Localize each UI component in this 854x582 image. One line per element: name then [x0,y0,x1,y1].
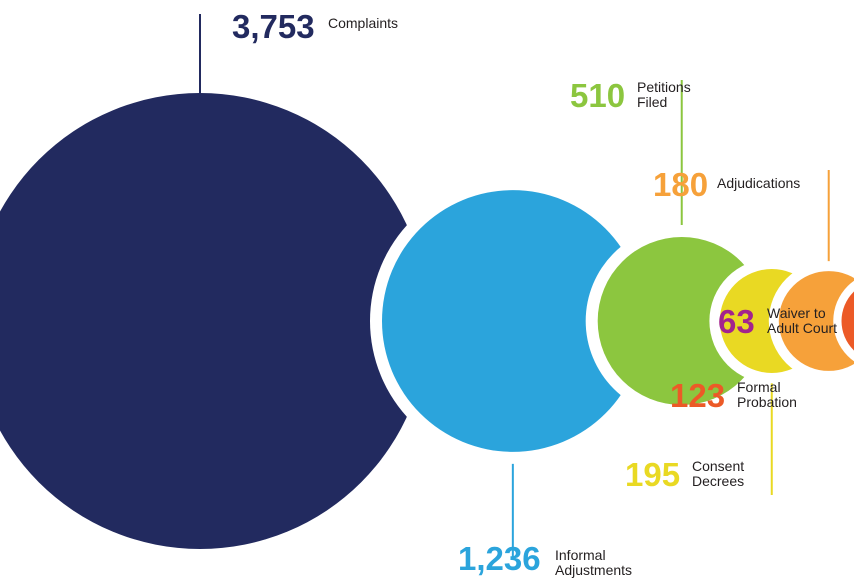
bubble-complaints [0,93,428,549]
category-label-complaints: Complaints [328,15,398,31]
category-label-informal-adjustments: Informal Adjustments [555,547,632,578]
bubble-formal-probation [841,291,854,351]
category-label-line: Adjudications [717,175,800,191]
category-label-line: Formal [737,379,781,395]
value-label-petitions-filed: 510 [570,77,625,114]
category-label-waiver-to-adult-court: Waiver to Adult Court [767,305,837,336]
category-label-line: Petitions [637,79,691,95]
category-label-consent-decrees: Consent Decrees [692,458,744,489]
bubble-informal-adjustments [382,190,644,452]
category-label-adjudications: Adjudications [717,175,800,191]
category-label-line: Complaints [328,15,398,31]
category-label-line: Adult Court [767,320,837,336]
category-label-line: Adjustments [555,562,632,578]
category-label-line: Consent [692,458,744,474]
value-label-waiver-to-adult-court: 63 [718,303,755,340]
value-label-formal-probation: 123 [670,377,725,414]
category-label-line: Waiver to [767,305,826,321]
category-label-line: Filed [637,94,667,110]
category-label-line: Decrees [692,473,744,489]
value-label-consent-decrees: 195 [625,456,680,493]
bubble-adjudications [778,271,854,371]
bubbles-group [0,93,854,549]
category-label-formal-probation: Formal Probation [737,379,797,410]
labels-group: 3,753 Complaints 1,236 Informal Adjustments 5… [232,8,837,578]
category-label-line: Probation [737,394,797,410]
value-label-adjudications: 180 [653,166,708,203]
bubble-petitions-filed [597,236,766,406]
value-label-informal-adjustments: 1,236 [458,540,541,577]
category-label-petitions-filed: Petitions Filed [637,79,691,110]
category-label-line: Informal [555,547,606,563]
value-label-complaints: 3,753 [232,8,315,45]
